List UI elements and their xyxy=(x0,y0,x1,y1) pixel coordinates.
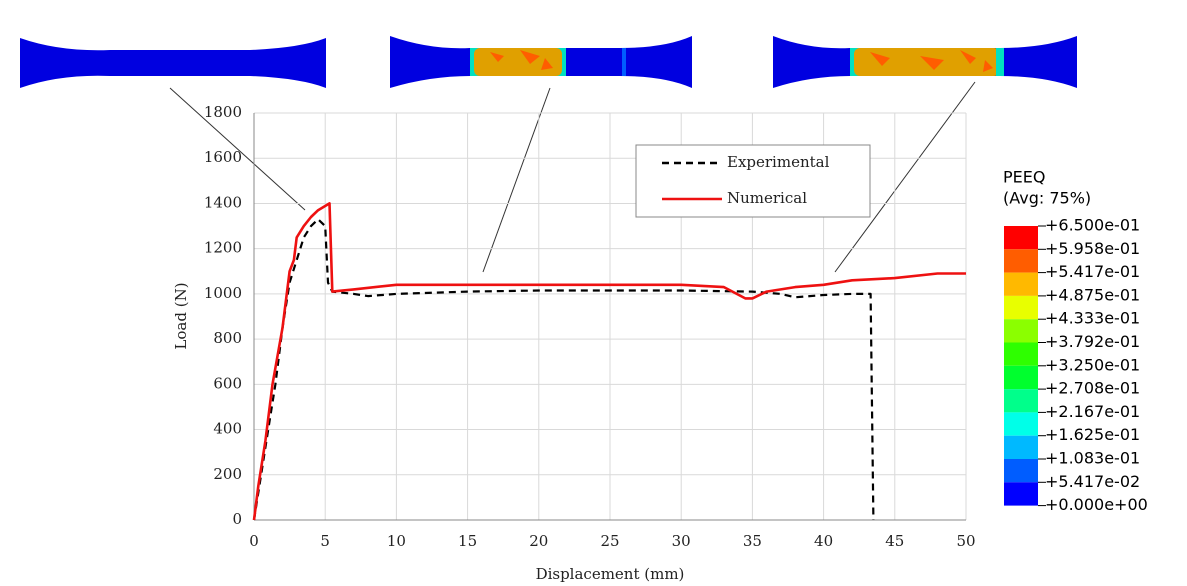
y-axis-label: Load (N) xyxy=(172,282,190,349)
colorbar-swatch xyxy=(1004,249,1038,272)
colorbar-label: +0.000e+00 xyxy=(1045,495,1148,514)
x-tick-label: 30 xyxy=(672,532,691,550)
x-tick-label: 5 xyxy=(320,532,330,550)
colorbar-label: +2.167e-01 xyxy=(1045,402,1140,421)
colorbar-swatch xyxy=(1004,343,1038,366)
y-tick-label: 0 xyxy=(232,510,242,528)
y-tick-label: 600 xyxy=(213,374,242,392)
y-tick-label: 200 xyxy=(213,465,242,483)
x-axis-label: Displacement (mm) xyxy=(536,565,685,583)
colorbar-swatch xyxy=(1004,459,1038,482)
y-tick-label: 1600 xyxy=(204,148,242,166)
colorbar-swatch xyxy=(1004,412,1038,435)
y-tick-label: 1800 xyxy=(204,103,242,121)
x-tick-label: 35 xyxy=(743,532,762,550)
legend-label: Numerical xyxy=(727,189,807,207)
colorbar-swatch xyxy=(1004,436,1038,459)
specimen-1 xyxy=(20,38,326,88)
colorbar-swatch xyxy=(1004,273,1038,296)
colorbar-swatch xyxy=(1004,296,1038,319)
x-tick-label: 20 xyxy=(529,532,548,550)
y-tick-label: 1400 xyxy=(204,193,242,211)
colorbar-label: +3.250e-01 xyxy=(1045,355,1140,374)
y-tick-label: 400 xyxy=(213,420,242,438)
colorbar-label: +5.958e-01 xyxy=(1045,239,1140,258)
legend-label: Experimental xyxy=(727,153,830,171)
colorbar-label: +5.417e-01 xyxy=(1045,262,1140,281)
colorbar-label: +1.083e-01 xyxy=(1045,449,1140,468)
colorbar-swatch xyxy=(1004,366,1038,389)
colorbar-swatch xyxy=(1004,319,1038,342)
x-tick-label: 25 xyxy=(600,532,619,550)
colorbar-swatch xyxy=(1004,482,1038,505)
specimen-3 xyxy=(773,36,1101,88)
connector xyxy=(483,88,550,272)
y-tick-label: 800 xyxy=(213,329,242,347)
colorbar-label: +3.792e-01 xyxy=(1045,332,1140,351)
specimen-2 xyxy=(390,36,692,88)
colorbar-label: +2.708e-01 xyxy=(1045,379,1140,398)
y-tick-label: 1200 xyxy=(204,239,242,257)
colorbar-label: +4.875e-01 xyxy=(1045,285,1140,304)
colorbar-swatch xyxy=(1004,226,1038,249)
x-tick-label: 15 xyxy=(458,532,477,550)
chart: Load (N) Displacement (mm) PEEQ (Avg: 75… xyxy=(0,0,1187,586)
colorbar-label: +1.625e-01 xyxy=(1045,425,1140,444)
x-tick-label: 0 xyxy=(249,532,259,550)
colorbar-swatch xyxy=(1004,389,1038,412)
y-tick-label: 1000 xyxy=(204,284,242,302)
x-tick-label: 10 xyxy=(387,532,406,550)
colorbar-subtitle: (Avg: 75%) xyxy=(1003,189,1091,208)
x-tick-label: 50 xyxy=(956,532,975,550)
x-tick-label: 45 xyxy=(885,532,904,550)
colorbar-title: PEEQ xyxy=(1003,168,1045,187)
colorbar-label: +4.333e-01 xyxy=(1045,309,1140,328)
colorbar-label: +6.500e-01 xyxy=(1045,216,1140,235)
colorbar-label: +5.417e-02 xyxy=(1045,472,1140,491)
x-tick-label: 40 xyxy=(814,532,833,550)
